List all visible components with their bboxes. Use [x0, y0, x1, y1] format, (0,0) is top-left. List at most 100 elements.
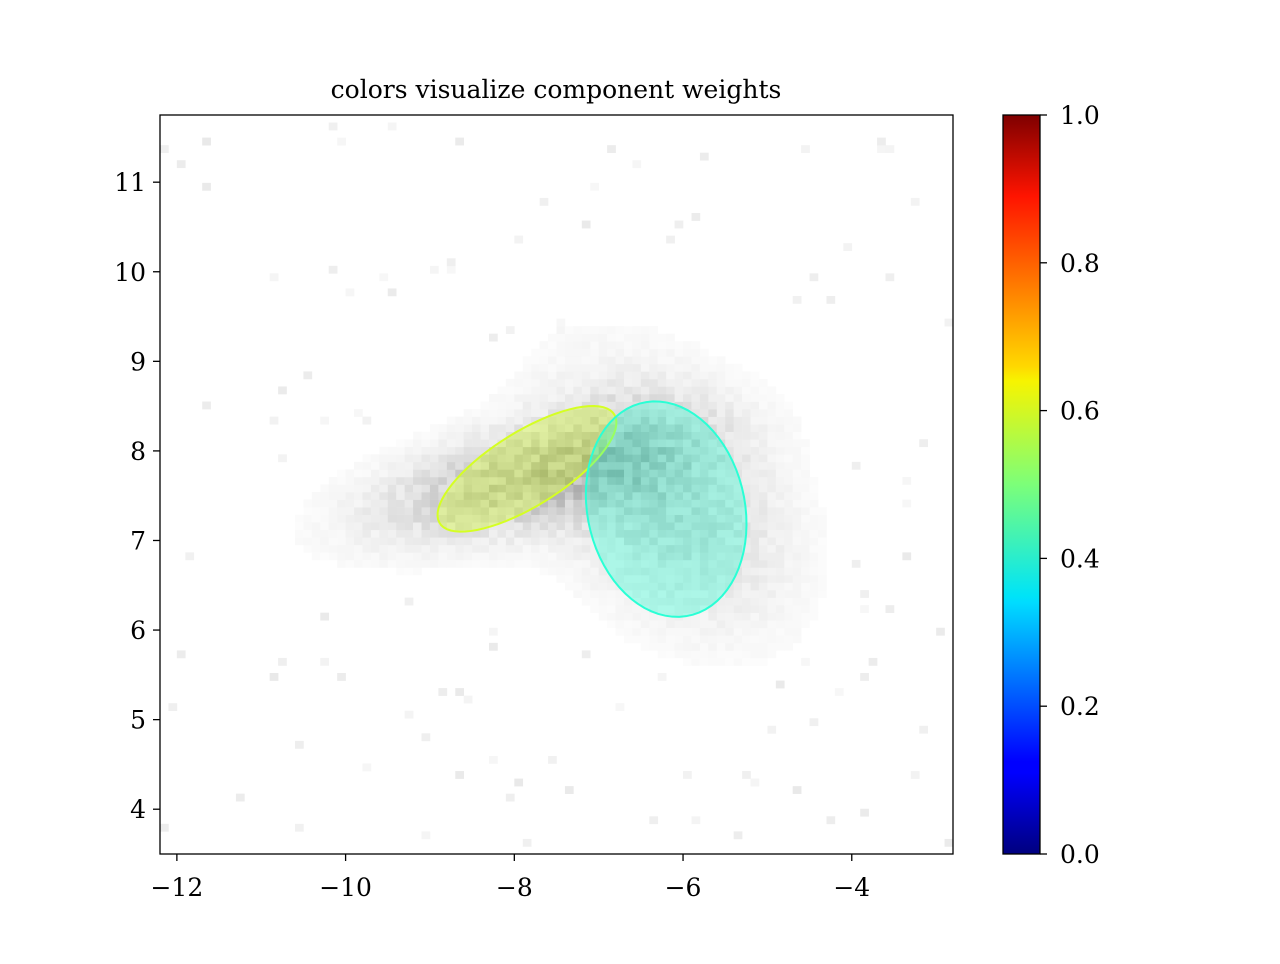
heatmap-cell	[539, 544, 549, 553]
heatmap-cell	[556, 507, 566, 515]
heatmap-cell	[666, 590, 675, 598]
heatmap-cell	[548, 386, 557, 395]
heatmap-cell	[573, 552, 583, 561]
heatmap-cell	[801, 620, 810, 629]
heatmap-cell	[750, 439, 760, 448]
heatmap-cell	[590, 356, 599, 365]
heatmap-cell	[345, 537, 355, 546]
heatmap-cell	[345, 507, 355, 515]
heatmap-cell	[699, 469, 709, 478]
heatmap-cell	[548, 356, 557, 365]
heatmap-cell	[649, 816, 659, 825]
heatmap-cell	[446, 544, 456, 553]
heatmap-cell	[590, 529, 599, 538]
heatmap-cell	[767, 401, 777, 410]
heatmap-cell	[742, 771, 751, 779]
heatmap-cell	[396, 559, 405, 568]
heatmap-cell	[708, 612, 718, 621]
heatmap-cell	[581, 582, 591, 591]
heatmap-cell	[792, 582, 802, 591]
heatmap-cell	[767, 544, 777, 553]
x-tick-label: −10	[319, 873, 372, 902]
heatmap-cell	[683, 529, 692, 538]
heatmap-cell	[649, 439, 659, 448]
heatmap-cell	[548, 431, 557, 440]
heatmap-cell	[505, 386, 515, 395]
heatmap-cell	[784, 439, 794, 448]
heatmap-cell	[657, 476, 667, 485]
heatmap-cell	[708, 567, 718, 576]
heatmap-cell	[742, 416, 751, 425]
heatmap-cell	[379, 522, 389, 531]
heatmap-cell	[750, 476, 760, 485]
heatmap-cell	[792, 786, 802, 794]
heatmap-cell	[446, 416, 456, 425]
heatmap-cell	[649, 552, 659, 561]
heatmap-cell	[548, 461, 557, 470]
heatmap-cell	[581, 348, 591, 357]
heatmap-cell	[750, 597, 760, 606]
heatmap-cell	[708, 378, 718, 387]
heatmap-cell	[666, 341, 675, 350]
heatmap-cell	[598, 439, 608, 448]
heatmap-cell	[742, 371, 751, 380]
heatmap-cell	[725, 439, 734, 448]
heatmap-cell	[328, 522, 338, 531]
heatmap-cell	[421, 469, 431, 478]
heatmap-cell	[590, 326, 599, 334]
heatmap-cell	[674, 394, 684, 402]
heatmap-cell	[598, 341, 608, 350]
heatmap-cell	[505, 326, 515, 334]
heatmap-cell	[463, 416, 473, 425]
heatmap-cell	[742, 650, 751, 659]
heatmap-cell	[472, 484, 481, 493]
heatmap-cell	[818, 537, 827, 546]
heatmap-cell	[733, 529, 743, 538]
heatmap-cell	[396, 499, 405, 508]
heatmap-cell	[691, 484, 701, 493]
heatmap-cell	[354, 522, 363, 531]
heatmap-cell	[708, 642, 718, 651]
heatmap-cell	[775, 605, 785, 613]
heatmap-cell	[716, 424, 726, 433]
heatmap-cell	[522, 363, 532, 372]
heatmap-cell	[556, 446, 566, 455]
heatmap-cell	[337, 537, 346, 546]
heatmap-cell	[556, 333, 566, 342]
heatmap-cell	[564, 507, 574, 515]
heatmap-cell	[691, 492, 701, 500]
heatmap-cell	[657, 605, 667, 613]
heatmap-cell	[767, 514, 777, 523]
heatmap-cell	[438, 446, 448, 455]
heatmap-cell	[354, 409, 363, 417]
heatmap-cell	[699, 492, 709, 500]
heatmap-cell	[320, 492, 330, 500]
heatmap-cell	[666, 492, 675, 500]
heatmap-cell	[683, 446, 692, 455]
heatmap-cell	[640, 567, 650, 576]
heatmap-cell	[556, 318, 566, 327]
heatmap-cell	[463, 522, 473, 531]
heatmap-cell	[463, 431, 473, 440]
component-ellipse-2	[584, 400, 748, 618]
heatmap-cell	[792, 499, 802, 508]
heatmap-cell	[294, 514, 304, 523]
heatmap-cell	[742, 492, 751, 500]
heatmap-cell	[683, 499, 692, 508]
heatmap-cell	[742, 642, 751, 651]
heatmap-cell	[615, 363, 625, 372]
heatmap-cell	[716, 597, 726, 606]
heatmap-cell	[514, 439, 524, 448]
heatmap-cell	[615, 356, 625, 365]
heatmap-cell	[708, 401, 718, 410]
heatmap-cell	[539, 454, 549, 463]
heatmap-cell	[404, 710, 414, 719]
heatmap-cell	[640, 597, 650, 606]
heatmap-cell	[354, 461, 363, 470]
heatmap-cell	[598, 356, 608, 365]
heatmap-cell	[691, 439, 701, 448]
heatmap-cell	[877, 137, 886, 146]
heatmap-cell	[767, 394, 777, 402]
heatmap-cell	[640, 401, 650, 410]
heatmap-cell	[691, 416, 701, 425]
